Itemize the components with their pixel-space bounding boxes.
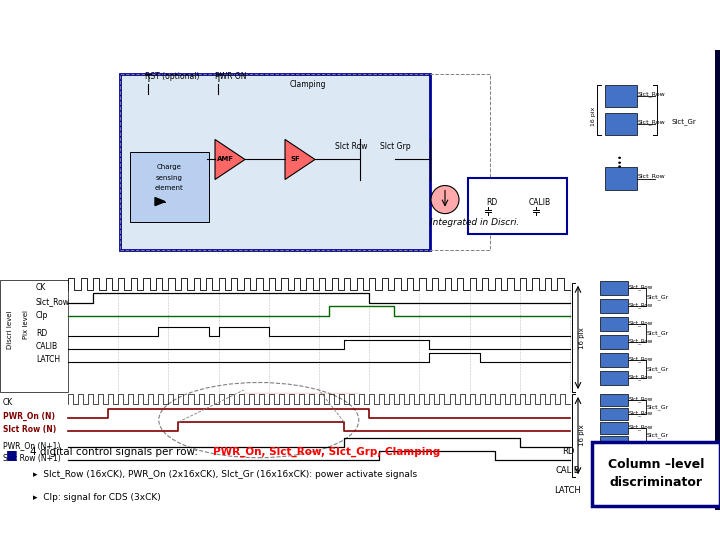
Text: element: element bbox=[155, 185, 184, 191]
Text: PWR_On, Slct_Row, Slct_Grp, Clamping: PWR_On, Slct_Row, Slct_Grp, Clamping bbox=[213, 447, 441, 457]
Text: Column –level
discriminator: Column –level discriminator bbox=[608, 458, 704, 489]
Text: Slct_Gr: Slct_Gr bbox=[647, 294, 670, 300]
Text: sensing: sensing bbox=[156, 174, 182, 180]
Text: Slct_Row: Slct_Row bbox=[638, 174, 666, 179]
FancyBboxPatch shape bbox=[600, 408, 628, 420]
Text: Slct_Row: Slct_Row bbox=[629, 356, 653, 362]
Text: RST (optional): RST (optional) bbox=[145, 72, 199, 82]
Text: ▸  Slct_Row (16xCK), PWR_On (2x16xCK), Slct_Gr (16x16xCK): power activate signal: ▸ Slct_Row (16xCK), PWR_On (2x16xCK), Sl… bbox=[33, 470, 417, 478]
Text: CK: CK bbox=[3, 397, 13, 407]
Text: 16 pix: 16 pix bbox=[579, 327, 585, 349]
FancyBboxPatch shape bbox=[0, 50, 720, 280]
Text: Slct Grp: Slct Grp bbox=[380, 143, 410, 151]
Text: Slct_Row: Slct_Row bbox=[629, 302, 653, 308]
Text: 15-17/06/2009: 15-17/06/2009 bbox=[11, 520, 82, 530]
FancyBboxPatch shape bbox=[120, 75, 430, 249]
FancyBboxPatch shape bbox=[600, 317, 628, 331]
Text: Slct_Gr: Slct_Gr bbox=[647, 404, 670, 410]
FancyBboxPatch shape bbox=[600, 281, 628, 295]
Text: •••: ••• bbox=[616, 152, 624, 167]
Text: RD: RD bbox=[36, 329, 48, 339]
Text: AMF: AMF bbox=[217, 157, 233, 163]
Text: Slct_Gr: Slct_Gr bbox=[647, 366, 670, 372]
FancyBboxPatch shape bbox=[605, 113, 637, 136]
Text: CALIB: CALIB bbox=[36, 342, 58, 352]
Text: PWR ON: PWR ON bbox=[215, 72, 246, 82]
Text: PWR_On (N): PWR_On (N) bbox=[3, 411, 55, 421]
FancyBboxPatch shape bbox=[600, 460, 628, 472]
Text: Slct_Row: Slct_Row bbox=[629, 320, 653, 326]
FancyBboxPatch shape bbox=[600, 394, 628, 406]
FancyBboxPatch shape bbox=[0, 394, 645, 482]
Text: In Pixel amplification & Signal Processing (1): In Pixel amplification & Signal Processi… bbox=[112, 16, 608, 35]
Text: STAR meeting     IPHC  christine.hu@ires.in2p3.fr: STAR meeting IPHC christine.hu@ires.in2p… bbox=[232, 520, 488, 530]
Text: Clp: Clp bbox=[36, 312, 48, 320]
Polygon shape bbox=[155, 198, 165, 206]
FancyBboxPatch shape bbox=[600, 299, 628, 313]
Text: 16 pix: 16 pix bbox=[579, 424, 585, 446]
Text: LATCH: LATCH bbox=[554, 486, 581, 495]
FancyBboxPatch shape bbox=[0, 280, 645, 392]
Text: Slct_Row: Slct_Row bbox=[629, 410, 653, 416]
Text: Slct_Gr: Slct_Gr bbox=[647, 433, 670, 438]
Polygon shape bbox=[285, 139, 315, 179]
Text: Slct_Row: Slct_Row bbox=[638, 91, 666, 97]
Text: T: T bbox=[215, 75, 221, 84]
Text: LATCH: LATCH bbox=[36, 355, 60, 364]
Text: RD: RD bbox=[487, 198, 498, 207]
Text: SF: SF bbox=[290, 157, 300, 163]
FancyBboxPatch shape bbox=[130, 152, 209, 221]
Text: Slct Row (N+1): Slct Row (N+1) bbox=[3, 454, 60, 463]
Text: Slct_Row: Slct_Row bbox=[36, 298, 70, 306]
Text: Discri level: Discri level bbox=[7, 310, 13, 349]
FancyBboxPatch shape bbox=[468, 178, 567, 234]
FancyBboxPatch shape bbox=[600, 436, 628, 448]
FancyBboxPatch shape bbox=[600, 353, 628, 367]
FancyBboxPatch shape bbox=[592, 442, 720, 506]
Text: Slct_Row: Slct_Row bbox=[629, 462, 653, 468]
Text: Slct_Row: Slct_Row bbox=[629, 338, 653, 344]
Text: T: T bbox=[145, 75, 151, 84]
FancyBboxPatch shape bbox=[600, 335, 628, 349]
FancyBboxPatch shape bbox=[605, 167, 637, 190]
Text: CALIB: CALIB bbox=[556, 467, 580, 476]
FancyBboxPatch shape bbox=[605, 85, 637, 107]
Text: Slct Row: Slct Row bbox=[335, 143, 367, 151]
Text: PWR_On (N+1): PWR_On (N+1) bbox=[3, 441, 60, 450]
Text: Slct_Gr: Slct_Gr bbox=[647, 330, 670, 336]
Polygon shape bbox=[215, 139, 245, 179]
Text: 4 digital control signals per row:: 4 digital control signals per row: bbox=[30, 447, 202, 457]
FancyBboxPatch shape bbox=[243, 393, 359, 406]
Text: Clamping: Clamping bbox=[290, 80, 326, 89]
Circle shape bbox=[431, 186, 459, 214]
Text: Slct_Row: Slct_Row bbox=[629, 396, 653, 402]
Text: Slct_Row: Slct_Row bbox=[629, 424, 653, 430]
Text: Integrated in Discri.: Integrated in Discri. bbox=[430, 218, 519, 227]
Text: Slct_Row: Slct_Row bbox=[629, 374, 653, 380]
Text: ■: ■ bbox=[6, 449, 17, 462]
Text: Slct_Row: Slct_Row bbox=[638, 119, 666, 125]
Text: 16 pix: 16 pix bbox=[592, 107, 596, 126]
FancyBboxPatch shape bbox=[0, 280, 68, 392]
Text: Slct Row (N): Slct Row (N) bbox=[3, 424, 56, 434]
Text: CALIB: CALIB bbox=[529, 198, 551, 207]
Text: Charge: Charge bbox=[156, 165, 181, 171]
Text: Slct_Row: Slct_Row bbox=[629, 284, 653, 289]
Text: Slct_Gr: Slct_Gr bbox=[672, 118, 697, 125]
Text: Pix level: Pix level bbox=[23, 310, 29, 339]
Text: CK: CK bbox=[36, 284, 46, 292]
Text: RD: RD bbox=[562, 447, 574, 456]
Text: 3: 3 bbox=[700, 518, 709, 532]
FancyBboxPatch shape bbox=[600, 422, 628, 434]
FancyBboxPatch shape bbox=[600, 371, 628, 385]
FancyBboxPatch shape bbox=[715, 50, 720, 510]
Text: ▸  Clp: signal for CDS (3xCK): ▸ Clp: signal for CDS (3xCK) bbox=[33, 492, 161, 502]
FancyBboxPatch shape bbox=[68, 304, 570, 318]
